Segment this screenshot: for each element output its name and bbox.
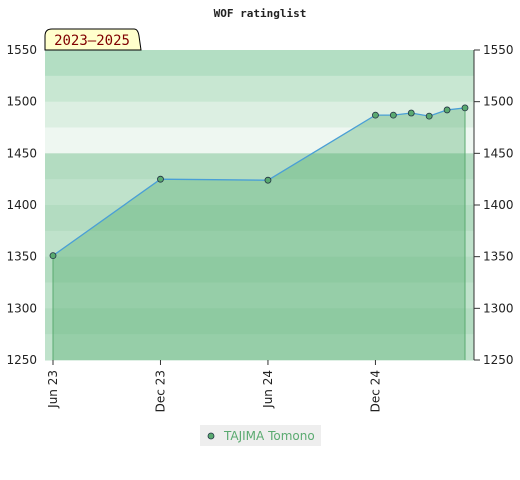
- point: [461, 104, 469, 112]
- point: [389, 111, 397, 119]
- background-band: [45, 75, 474, 103]
- point: [264, 176, 272, 184]
- x-tick-label: Jun 23: [46, 370, 60, 409]
- point: [157, 175, 164, 183]
- background-band: [45, 334, 474, 361]
- legend-marker: [207, 432, 215, 440]
- point: [425, 112, 433, 120]
- background-band: [45, 282, 474, 309]
- background-band: [45, 101, 474, 128]
- y2-tick-label: 1450: [483, 146, 514, 160]
- y-tick-label: 1400: [6, 198, 37, 212]
- background-band: [45, 205, 474, 232]
- x-tick-label: Dec 23: [153, 370, 167, 412]
- background-band: [45, 127, 474, 154]
- area: [53, 107, 465, 360]
- legend: TAJIMA Tomono: [200, 425, 321, 446]
- x-tick-label: Dec 24: [368, 370, 382, 412]
- y-tick-label: 1300: [6, 301, 37, 315]
- badge-text: 2023–2025: [54, 33, 130, 49]
- background-band: [45, 50, 474, 77]
- y2-tick-label: 1400: [483, 198, 514, 212]
- background-band: [45, 256, 474, 283]
- y2-tick-label: 1300: [483, 301, 514, 315]
- background-band: [45, 230, 474, 258]
- legend-label: TAJIMA Tomono: [223, 429, 315, 443]
- plot-area: 1250 1250 1300 1300 1350 1350 1400 1400 1450 1450…: [6, 43, 514, 446]
- y2-tick-label: 1550: [483, 43, 514, 57]
- background-band: [45, 153, 474, 180]
- point: [49, 252, 57, 260]
- y2-tick-label: 1500: [483, 95, 514, 109]
- background-band: [45, 179, 474, 206]
- point: [372, 111, 379, 119]
- legend-box: [200, 425, 321, 446]
- background-band: [45, 308, 474, 335]
- badge-box: [44, 28, 142, 51]
- y-tick-label: 1550: [6, 43, 37, 57]
- x-tick-label: Jun 24: [261, 370, 275, 409]
- y2-tick-label: 1350: [483, 250, 514, 264]
- y-tick-label: 1500: [6, 95, 37, 109]
- point: [407, 109, 415, 117]
- y-tick-label: 1450: [6, 146, 37, 160]
- y2-tick-label: 1250: [483, 353, 514, 367]
- y-tick-label: 1250: [6, 353, 37, 367]
- overlay: 2023–2025: [44, 28, 142, 51]
- chart-title: WOF ratinglist: [214, 7, 307, 20]
- y-tick-label: 1350: [6, 250, 37, 264]
- point: [443, 106, 451, 114]
